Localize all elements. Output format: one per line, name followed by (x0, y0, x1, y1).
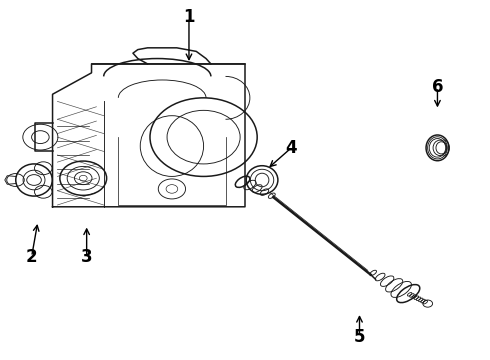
Text: 3: 3 (81, 248, 93, 266)
Text: 5: 5 (354, 328, 365, 346)
Text: 2: 2 (26, 248, 37, 266)
Text: 4: 4 (286, 139, 297, 157)
Text: 6: 6 (432, 78, 443, 96)
Text: 1: 1 (183, 9, 195, 27)
